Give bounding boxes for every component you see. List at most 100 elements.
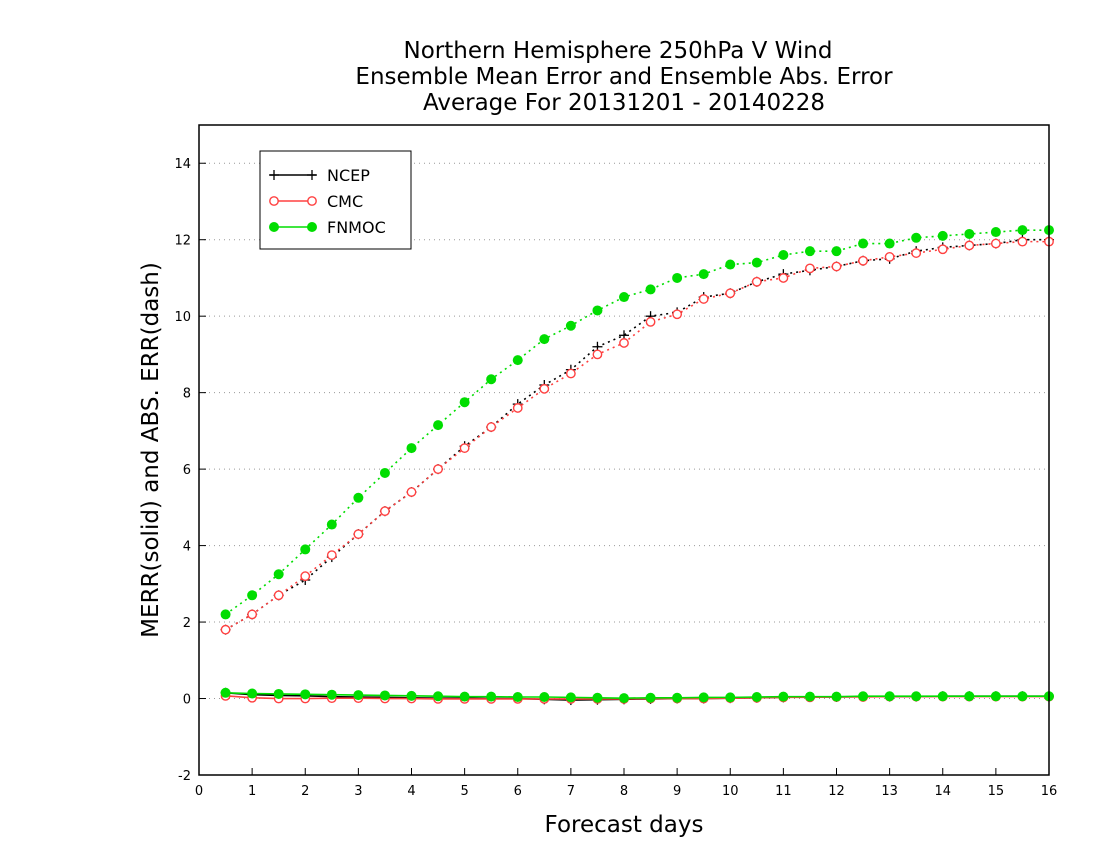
- y-tick-label: -2: [178, 769, 191, 784]
- x-tick-label: 9: [673, 784, 681, 799]
- fnmoc-abs-error-point: [911, 232, 922, 243]
- fnmoc-abs-error-point: [884, 238, 895, 249]
- fnmoc-abs-error-point: [433, 420, 444, 431]
- fnmoc-abs-error-point: [698, 269, 709, 280]
- cmc-abs-error-point: [964, 240, 975, 251]
- fnmoc-mean-error-point: [964, 691, 975, 702]
- cmc-abs-error-point: [406, 487, 417, 497]
- grid-lines: [199, 162, 1049, 776]
- y-tick-label: 8: [183, 387, 191, 402]
- cmc-abs-error-point: [778, 273, 789, 283]
- fnmoc-mean-error-point: [592, 692, 603, 703]
- y-tick-label: 0: [183, 693, 191, 708]
- cmc-abs-error-point: [486, 422, 497, 432]
- cmc-abs-error-point: [884, 252, 895, 262]
- cmc-abs-error-point: [459, 443, 470, 453]
- fnmoc-abs-error-point: [937, 230, 948, 241]
- cmc-abs-error-point: [565, 368, 576, 379]
- x-tick-label: 5: [460, 784, 468, 799]
- cmc-abs-error-point: [990, 238, 1001, 249]
- y-axis-label: MERR(solid) and ABS. ERR(dash): [138, 262, 164, 638]
- fnmoc-mean-error-point: [539, 692, 550, 702]
- fnmoc-mean-error-point: [858, 691, 869, 702]
- fnmoc-mean-error-point: [751, 692, 762, 702]
- fnmoc-mean-error-point: [911, 691, 922, 702]
- plot-area-frame: [198, 124, 1050, 776]
- fnmoc-abs-error-point: [619, 292, 629, 303]
- x-tick-label: 0: [195, 784, 203, 799]
- cmc-abs-error-point: [725, 288, 736, 299]
- chart-title-line-3: Average For 20131201 - 20140228: [423, 90, 825, 116]
- x-tick-label: 4: [407, 784, 415, 799]
- cmc-abs-error-point: [645, 317, 656, 327]
- x-tick-label: 10: [722, 784, 739, 799]
- x-axis-label: Forecast days: [545, 812, 704, 838]
- x-tick-label: 12: [828, 784, 845, 799]
- cmc-abs-error-point: [512, 403, 523, 413]
- series-cmc: [220, 236, 1054, 704]
- legend-item-fnmoc: FNMOC: [269, 218, 386, 237]
- x-tick-label: 2: [301, 784, 309, 799]
- fnmoc-abs-error-point: [379, 467, 390, 478]
- x-tick-label: 7: [567, 784, 575, 799]
- fnmoc-mean-error-point: [778, 691, 789, 702]
- fnmoc-abs-error-point: [778, 250, 789, 260]
- cmc-abs-error-point: [619, 338, 629, 348]
- fnmoc-mean-error-point: [725, 692, 736, 703]
- legend-item-ncep: NCEP: [269, 166, 370, 185]
- fnmoc-mean-error-point: [247, 688, 258, 699]
- chart-title-line-2: Ensemble Mean Error and Ensemble Abs. Er…: [355, 64, 893, 90]
- fnmoc-mean-error-point: [379, 690, 390, 701]
- cmc-abs-error-point: [672, 309, 683, 320]
- cmc-abs-error-point: [751, 276, 762, 287]
- y-tick-label: 14: [174, 157, 191, 172]
- x-tick-label: 13: [881, 784, 898, 799]
- fnmoc-mean-error-point: [433, 691, 444, 702]
- x-tick-label: 11: [775, 784, 792, 799]
- fnmoc-abs-error-point: [353, 492, 364, 503]
- fnmoc-mean-error-point: [619, 693, 629, 704]
- fnmoc-abs-error-point: [326, 519, 337, 530]
- fnmoc-abs-error-point: [247, 590, 258, 601]
- x-tick-label: 6: [514, 784, 522, 799]
- cmc-abs-error-point: [380, 506, 390, 517]
- series-ncep: [220, 234, 1054, 706]
- cmc-abs-error-point: [539, 383, 550, 394]
- x-tick-label: 8: [620, 784, 628, 799]
- fnmoc-mean-error-point: [831, 691, 842, 702]
- legend-items: NCEP CMC FNMOC: [269, 166, 386, 237]
- fnmoc-abs-error-point: [645, 284, 656, 295]
- fnmoc-abs-error-point: [751, 257, 762, 268]
- fnmoc-abs-error-point: [300, 544, 311, 555]
- ncep-abs-error-line: [225, 238, 1049, 631]
- cmc-abs-error-point: [300, 571, 311, 582]
- fnmoc-mean-error-point: [486, 691, 497, 702]
- fnmoc-mean-error-point: [459, 691, 470, 702]
- x-tick-label: 3: [354, 784, 362, 799]
- fnmoc-abs-error-point: [273, 569, 284, 580]
- x-tick-label: 15: [988, 784, 1005, 799]
- fnmoc-mean-error-point: [220, 687, 231, 698]
- legend: NCEP CMC FNMOC: [259, 150, 412, 250]
- fnmoc-mean-error-point: [937, 691, 948, 702]
- legend-marker-fnmoc: [269, 222, 279, 232]
- cmc-abs-error-point: [433, 464, 443, 475]
- fnmoc-mean-error-point: [300, 689, 311, 700]
- x-tick-label: 14: [934, 784, 951, 799]
- legend-item-cmc: CMC: [269, 192, 363, 211]
- fnmoc-mean-error-point: [565, 692, 576, 703]
- cmc-abs-error-point: [1017, 236, 1028, 247]
- cmc-abs-error-point: [858, 255, 868, 266]
- fnmoc-abs-error-point: [512, 355, 523, 366]
- y-tick-label: 10: [174, 310, 191, 325]
- legend-marker-cmc: [307, 196, 317, 206]
- legend-box: [259, 150, 412, 250]
- fnmoc-mean-error-point: [884, 691, 895, 702]
- fnmoc-mean-error-point: [645, 692, 656, 703]
- cmc-abs-error-point: [273, 590, 284, 601]
- fnmoc-mean-error-point: [406, 690, 417, 701]
- legend-label-fnmoc: FNMOC: [327, 218, 386, 237]
- fnmoc-abs-error-point: [831, 246, 842, 257]
